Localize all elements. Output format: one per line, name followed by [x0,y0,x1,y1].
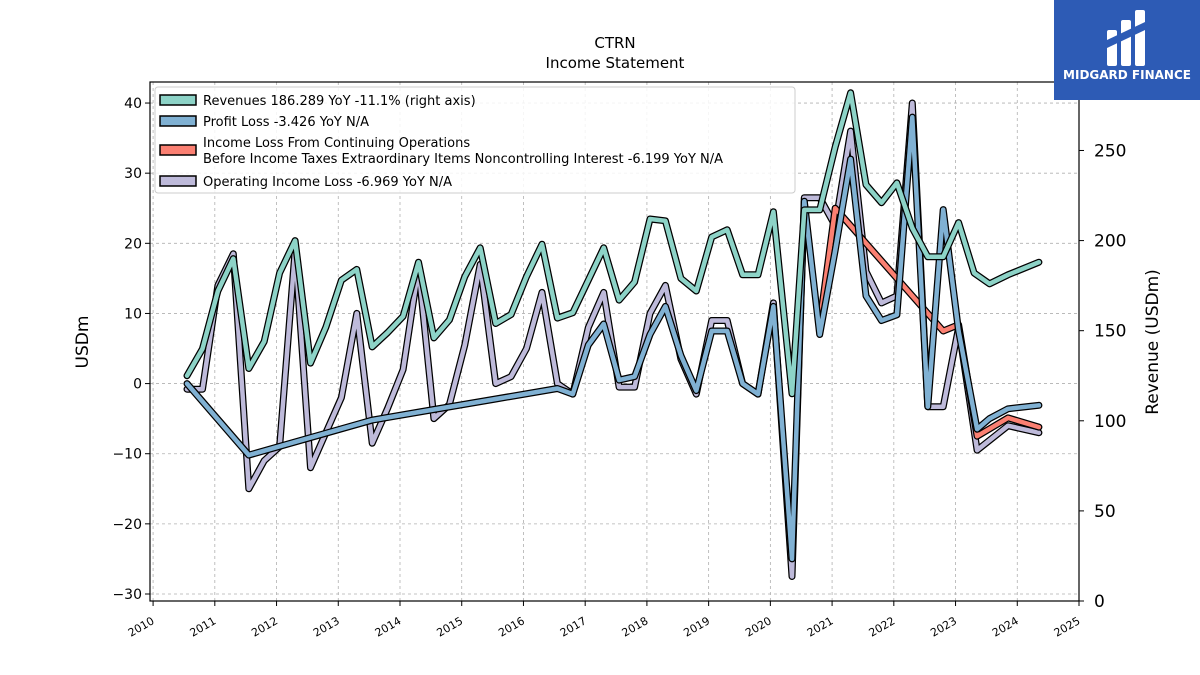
x-tick-label: 2019 [681,614,712,639]
legend-label: Profit Loss -3.426 YoY N/A [203,115,369,130]
y-tick-label: −30 [112,587,142,603]
x-tick-label: 2025 [1052,614,1083,639]
y2-tick-label: 100 [1094,412,1126,432]
y-tick-label: 0 [133,377,142,393]
x-tick-label: 2015 [434,614,465,639]
brand-logo: MIDGARD FINANCE [1054,0,1200,100]
x-tick-label: 2024 [990,614,1021,639]
x-tick-label: 2020 [743,614,774,639]
x-tick-label: 2011 [188,614,219,639]
legend: Revenues 186.289 YoY -11.1% (right axis)… [154,86,796,194]
y2-tick-label: 50 [1094,502,1116,522]
x-tick-label: 2014 [373,614,404,639]
x-tick-label: 2023 [928,614,959,639]
x-tick-label: 2012 [249,614,280,639]
series-line [184,100,1042,579]
legend-swatch [159,175,197,187]
x-tick-label: 2010 [126,614,157,639]
legend-swatch [159,115,197,127]
y-tick-label: 10 [124,306,142,322]
y2-axis-label: Revenue (USDm) [1143,269,1163,415]
series-line [184,114,1042,562]
x-tick-label: 2017 [558,614,589,639]
y-tick-label: −20 [112,517,142,533]
legend-label-line: Revenues 186.289 YoY -11.1% (right axis) [203,94,476,109]
y-tick-label: −10 [112,447,142,463]
x-tick-label: 2016 [496,614,527,639]
logo-text: MIDGARD FINANCE [1063,68,1191,82]
legend-swatch [159,144,197,156]
series-lines [183,89,1043,580]
legend-label-line: Before Income Taxes Extraordinary Items … [203,152,723,167]
y-tick-label: 30 [124,166,142,182]
plot-frame [149,81,1080,602]
chart-subtitle: Income Statement [546,54,685,72]
x-tick-label: 2013 [311,614,342,639]
series-line [184,90,1042,397]
x-tick-label: 2022 [867,614,898,639]
legend-label: Operating Income Loss -6.969 YoY N/A [203,175,452,190]
y-axis-label: USDm [73,316,93,369]
legend-label: Revenues 186.289 YoY -11.1% (right axis) [203,94,476,109]
x-tick-label: 2018 [620,614,651,639]
y2-tick-label: 250 [1094,141,1126,161]
y2-tick-label: 200 [1094,232,1126,252]
x-tick-label: 2021 [805,614,836,639]
y2-tick-label: 150 [1094,322,1126,342]
y2-tick-label: 0 [1094,592,1105,612]
legend-label-line: Profit Loss -3.426 YoY N/A [203,115,369,130]
legend-label-line: Operating Income Loss -6.969 YoY N/A [203,175,452,190]
legend-label-line: Income Loss From Continuing Operations [203,136,470,151]
legend-box [154,86,796,194]
y-tick-label: 20 [124,236,142,252]
logo-mark-icon [1107,10,1145,66]
chart-title: CTRN [594,34,635,52]
legend-label: Income Loss From Continuing Operations Be… [203,136,723,167]
legend-swatch [159,94,197,106]
y-tick-label: 40 [124,96,142,112]
